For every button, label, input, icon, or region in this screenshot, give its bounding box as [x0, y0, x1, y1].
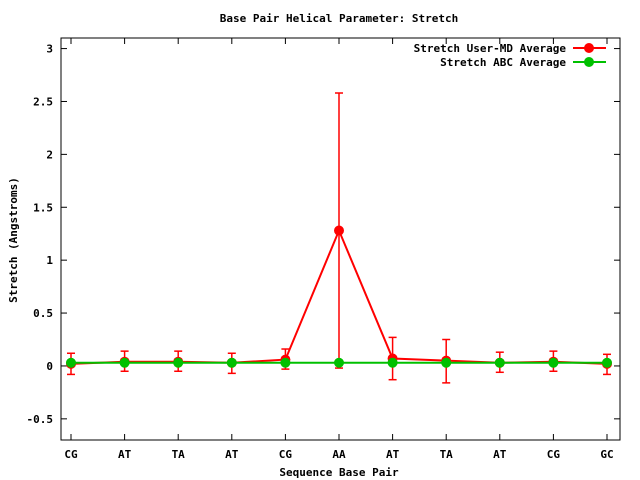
data-point-abc: [173, 357, 184, 368]
x-axis: CG AT TA AT CG AA AT TA AT CG GC: [64, 38, 614, 461]
legend-marker-abc: [584, 57, 594, 67]
y-tick-label: 0: [46, 360, 53, 373]
data-point-abc: [280, 357, 291, 368]
x-tick-label: CG: [64, 448, 78, 461]
data-point-abc: [334, 357, 344, 368]
data-point-abc: [602, 357, 612, 368]
data-point-abc: [494, 357, 505, 368]
legend-label-abc: Stretch ABC Average: [440, 56, 566, 69]
data-point-user-md: [334, 225, 344, 236]
x-tick-label: GC: [600, 448, 613, 461]
chart-title: Base Pair Helical Parameter: Stretch: [220, 12, 458, 25]
y-tick-label: 1: [46, 254, 53, 267]
data-point-abc: [548, 357, 559, 368]
x-tick-label: TA: [172, 448, 186, 461]
data-point-abc: [66, 357, 76, 368]
y-tick-label: 0.5: [33, 307, 53, 320]
x-tick-label: AT: [225, 448, 239, 461]
plot-frame: [60, 37, 621, 441]
data-point-abc: [226, 357, 237, 368]
x-tick-label: AT: [386, 448, 400, 461]
x-tick-label: AT: [118, 448, 132, 461]
x-tick-label: TA: [440, 448, 454, 461]
legend-label-user-md: Stretch User-MD Average: [414, 42, 567, 55]
y-tick-label: 1.5: [33, 201, 53, 214]
x-axis-label: Sequence Base Pair: [279, 466, 399, 479]
x-tick-label: AA: [332, 448, 346, 461]
y-tick-label: 3: [46, 43, 53, 56]
y-tick-label: 2.5: [33, 95, 53, 108]
x-tick-label: AT: [493, 448, 507, 461]
data-point-abc: [119, 357, 130, 368]
data-point-abc: [387, 357, 398, 368]
y-tick-label: 2: [46, 148, 53, 161]
legend: Stretch User-MD Average Stretch ABC Aver…: [414, 42, 606, 69]
x-tick-label: CG: [547, 448, 561, 461]
y-axis: -0.5 0 0.5 1 1.5 2 2.5 3: [27, 43, 620, 426]
y-axis-label: Stretch (Angstroms): [7, 177, 20, 303]
legend-marker-user-md: [584, 43, 594, 53]
y-tick-label: -0.5: [27, 413, 54, 426]
data-point-abc: [441, 357, 452, 368]
series-layer: [66, 92, 612, 384]
x-tick-label: CG: [279, 448, 293, 461]
